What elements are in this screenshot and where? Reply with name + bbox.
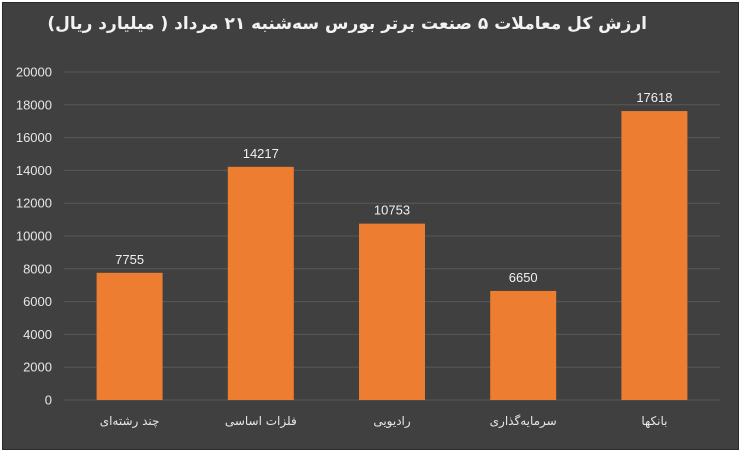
bar bbox=[621, 111, 688, 401]
y-tick-label: 4000 bbox=[23, 327, 52, 342]
bar bbox=[490, 290, 557, 400]
data-label: 7755 bbox=[115, 252, 144, 267]
x-tick-label: فلزات اساسی bbox=[225, 414, 297, 429]
x-tick-label: سرمایه‌گذاری bbox=[490, 414, 557, 429]
y-tick-label: 14000 bbox=[16, 163, 52, 178]
y-tick-label: 0 bbox=[45, 393, 52, 408]
data-label: 14217 bbox=[243, 146, 279, 161]
y-tick-label: 8000 bbox=[23, 261, 52, 276]
bar bbox=[227, 166, 294, 400]
y-tick-label: 18000 bbox=[16, 97, 52, 112]
y-tick-label: 16000 bbox=[16, 130, 52, 145]
chart-title: ارزش کل معاملات ۵ صنعت برتر بورس سه‌شنبه… bbox=[47, 14, 647, 34]
y-tick-label: 10000 bbox=[16, 229, 52, 244]
y-tick-label: 12000 bbox=[16, 196, 52, 211]
bar bbox=[359, 223, 425, 400]
bar bbox=[96, 272, 163, 400]
y-tick-label: 6000 bbox=[23, 294, 52, 309]
data-label: 6650 bbox=[509, 270, 538, 285]
y-tick-label: 2000 bbox=[23, 360, 52, 375]
x-tick-label: چند رشته‌ای bbox=[100, 414, 160, 429]
data-label: 17618 bbox=[636, 90, 672, 105]
data-label: 10753 bbox=[374, 203, 410, 218]
x-tick-label: رادیویی bbox=[373, 414, 411, 429]
y-tick-label: 20000 bbox=[16, 65, 52, 80]
x-tick-label: بانکها bbox=[641, 414, 667, 428]
